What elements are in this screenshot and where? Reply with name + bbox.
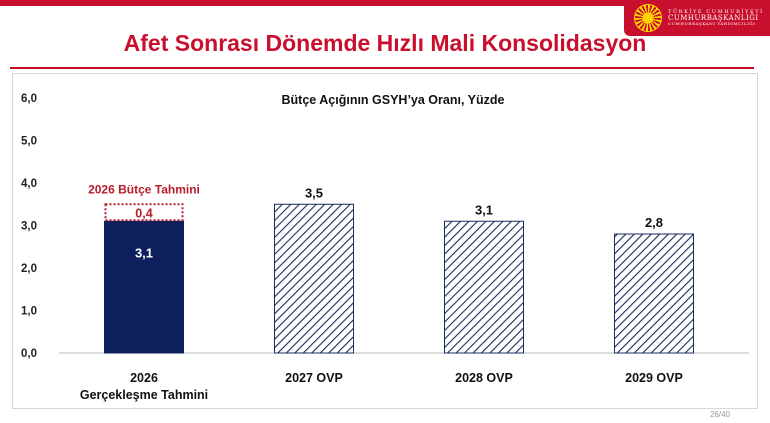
chart-panel: Bütçe Açığının GSYH’ya Oranı, Yüzde 0,0 1,… [12,73,758,409]
logo-line-1: TÜRKİYE CUMHURİYETİ [668,8,764,15]
y-tick-label: 4,0 [21,178,37,190]
logo-line-3: CUMHURBAŞKANI YARDIMCILIĞI [668,21,756,27]
bar-chart: Bütçe Açığının GSYH’ya Oranı, Yüzde 0,0 1,… [21,93,749,402]
page-number: 26/40 [709,410,730,419]
data-label: 3,5 [305,185,323,200]
title-divider [10,67,754,69]
budget-estimate-annotation: 2026 Bütçe Tahmini [88,182,200,196]
y-tick-label: 1,0 [21,306,37,318]
x-tick-label: 2029 OVP [625,371,683,385]
bar-3 [444,220,524,354]
x-tick-label: 2027 OVP [285,371,343,385]
institution-logo: TÜRKİYE CUMHURİYETİ CUMHURBAŞKANLIĞI CUM… [624,0,770,36]
bar-4 [614,233,694,354]
y-tick-label: 0,0 [21,348,37,360]
stacked-extra-label: 0,4 [135,206,152,220]
top-accent-bar [0,0,770,6]
bar-2 [274,203,354,354]
presidential-seal-icon [634,4,662,32]
y-tick-label: 3,0 [21,221,37,233]
y-tick-label: 6,0 [21,93,37,105]
slide-title: Afet Sonrası Dönemde Hızlı Mali Konsolid… [123,30,647,56]
x-tick-label: Gerçekleşme Tahmini [80,388,208,402]
x-tick-label: 2026 [130,371,158,385]
stacked-extra-bar [104,203,184,222]
data-label: 2,8 [645,215,663,230]
bar-1 [104,220,184,354]
chart-title: Bütçe Açığının GSYH’ya Oranı, Yüzde [282,93,505,107]
logo-line-2: CUMHURBAŞKANLIĞI [668,13,759,22]
y-tick-label: 2,0 [21,263,37,275]
x-tick-label: 2028 OVP [455,371,513,385]
y-tick-label: 5,0 [21,136,37,148]
data-label: 3,1 [135,245,153,260]
data-label: 3,1 [475,202,493,217]
